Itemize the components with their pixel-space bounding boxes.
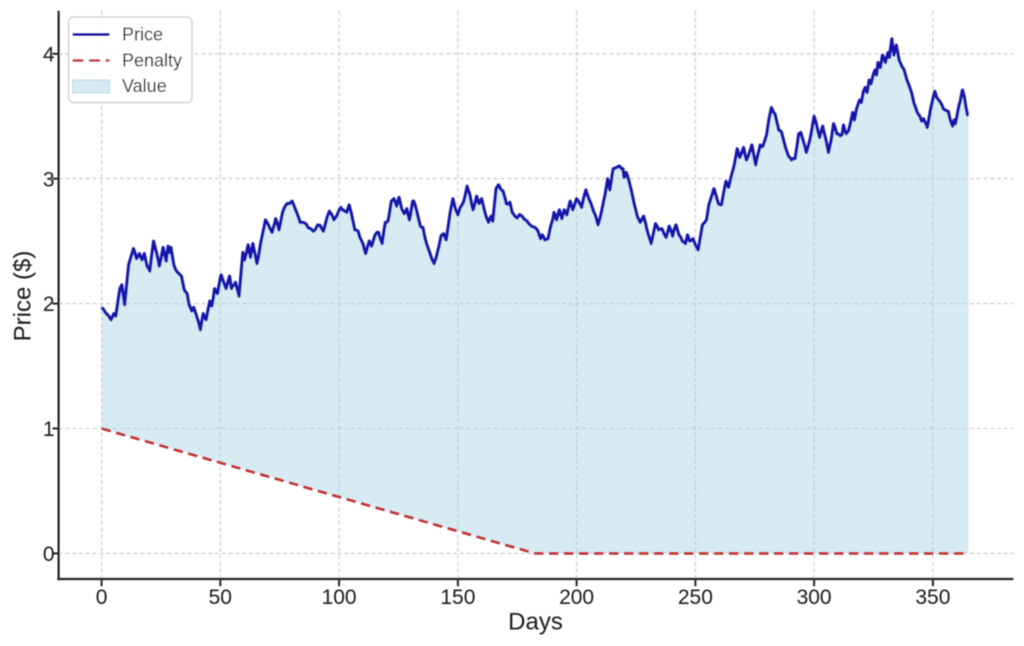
svg-text:350: 350: [915, 586, 950, 609]
svg-text:1: 1: [43, 418, 55, 441]
svg-text:Price: Price: [122, 25, 163, 45]
svg-text:Value: Value: [122, 76, 167, 96]
svg-text:Days: Days: [508, 609, 563, 636]
svg-text:50: 50: [209, 586, 232, 609]
svg-text:200: 200: [559, 586, 594, 609]
svg-text:150: 150: [440, 586, 475, 609]
svg-text:0: 0: [43, 543, 55, 566]
svg-text:Price ($): Price ($): [10, 251, 37, 342]
svg-text:0: 0: [96, 586, 108, 609]
svg-text:4: 4: [43, 43, 55, 66]
svg-text:2: 2: [43, 293, 55, 316]
svg-text:100: 100: [322, 586, 357, 609]
svg-text:3: 3: [43, 168, 55, 191]
svg-text:250: 250: [678, 586, 713, 609]
svg-text:300: 300: [797, 586, 832, 609]
svg-text:Penalty: Penalty: [122, 51, 182, 71]
